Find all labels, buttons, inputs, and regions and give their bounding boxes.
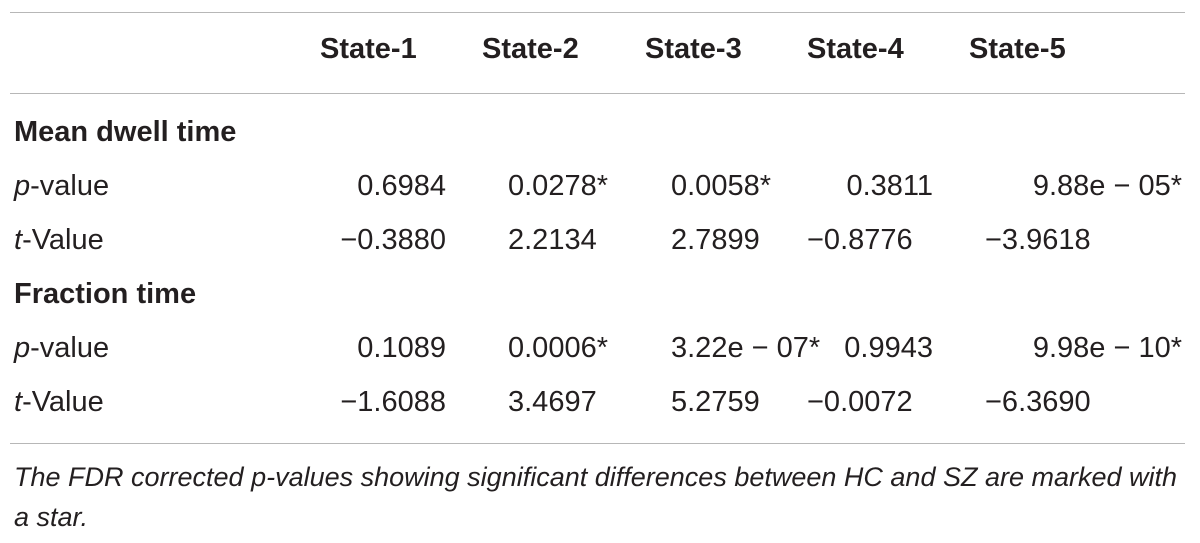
row-label-symbol: p — [14, 170, 31, 202]
table-top-rule — [10, 12, 1185, 13]
table-cell: −0.8776 — [807, 224, 913, 256]
column-header-state-1: State-1 — [320, 33, 417, 65]
column-header-state-3: State-3 — [645, 33, 742, 65]
table-cell: 0.3811 — [846, 170, 933, 202]
table-cell: −0.3880 — [340, 224, 446, 256]
table-cell: 0.0058* — [671, 170, 771, 202]
table-footnote: The FDR corrected p-values showing signi… — [14, 462, 1178, 532]
row-label: p-value — [14, 332, 109, 365]
table-cell: 0.0278* — [508, 170, 608, 202]
table-cell: −0.0072 — [807, 386, 913, 418]
table-cell: 3.22e − 07* — [671, 332, 821, 364]
table-cell: 0.1089 — [357, 332, 446, 364]
row-label-symbol: t — [14, 224, 23, 256]
table-cell: 9.88e − 05* — [1032, 170, 1182, 202]
header-rule — [10, 93, 1185, 94]
row-label-text: -value — [30, 170, 110, 202]
column-header-state-4: State-4 — [807, 33, 904, 65]
table-cell: 5.2759 — [671, 386, 760, 418]
section-title-mean-dwell-time: Mean dwell time — [14, 116, 237, 148]
row-label: t-Value — [14, 386, 104, 419]
row-label-symbol: t — [14, 386, 23, 418]
row-label-symbol: p — [14, 332, 31, 364]
table-cell: 0.9943 — [844, 332, 933, 364]
table-cell: 0.6984 — [357, 170, 446, 202]
table-cell: 2.7899 — [671, 224, 760, 256]
row-label: t-Value — [14, 224, 104, 257]
section-title-fraction-time: Fraction time — [14, 278, 197, 310]
table-bottom-rule — [10, 443, 1185, 444]
row-label-text: -Value — [22, 224, 104, 256]
row-label-text: -value — [30, 332, 110, 364]
table-cell: 2.2134 — [508, 224, 597, 256]
table-cell: −6.3690 — [985, 386, 1091, 418]
table-cell: 0.0006* — [508, 332, 608, 364]
table-cell: 9.98e − 10* — [1032, 332, 1182, 364]
row-label: p-value — [14, 170, 109, 203]
table-cell: −3.9618 — [985, 224, 1091, 256]
column-header-state-2: State-2 — [482, 33, 579, 65]
table-cell: −1.6088 — [340, 386, 446, 418]
column-header-state-5: State-5 — [969, 33, 1066, 65]
row-label-text: -Value — [22, 386, 104, 418]
table-cell: 3.4697 — [508, 386, 597, 418]
